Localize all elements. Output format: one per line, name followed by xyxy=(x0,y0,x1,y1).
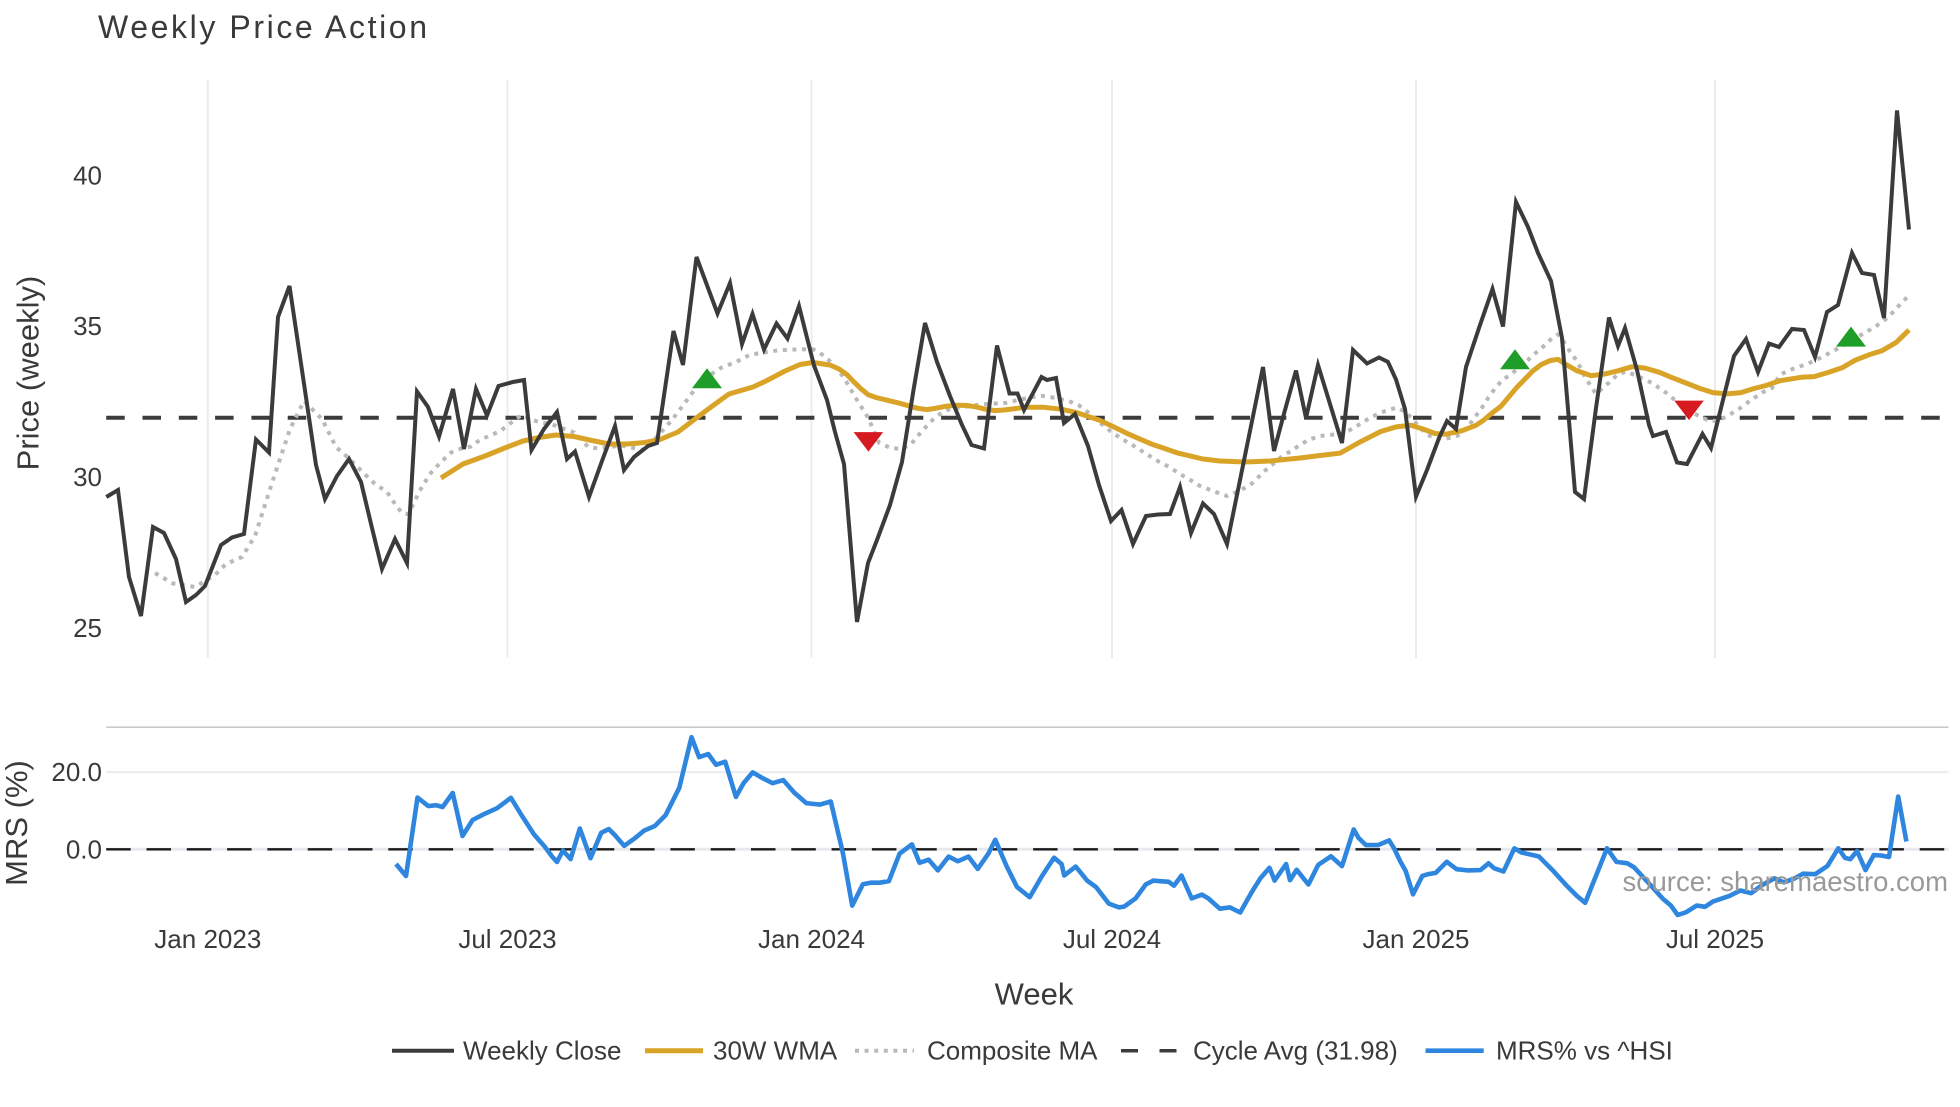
svg-text:25: 25 xyxy=(73,613,102,643)
svg-text:Composite MA: Composite MA xyxy=(927,1036,1098,1066)
svg-text:30: 30 xyxy=(73,462,102,492)
svg-text:source: sharemaestro.com: source: sharemaestro.com xyxy=(1622,866,1948,897)
svg-text:Jan 2023: Jan 2023 xyxy=(154,924,261,954)
svg-text:Jan 2025: Jan 2025 xyxy=(1363,924,1470,954)
svg-text:Jul 2023: Jul 2023 xyxy=(458,924,556,954)
svg-text:Jul 2024: Jul 2024 xyxy=(1063,924,1161,954)
svg-text:Week: Week xyxy=(995,977,1074,1012)
svg-text:Weekly Price Action: Weekly Price Action xyxy=(98,9,430,45)
svg-text:Jul 2025: Jul 2025 xyxy=(1666,924,1764,954)
svg-text:MRS% vs ^HSI: MRS% vs ^HSI xyxy=(1496,1036,1673,1066)
svg-text:Weekly Close: Weekly Close xyxy=(463,1036,621,1066)
svg-text:30W WMA: 30W WMA xyxy=(713,1036,838,1066)
svg-text:Jan 2024: Jan 2024 xyxy=(758,924,865,954)
svg-text:40: 40 xyxy=(73,160,102,190)
svg-text:20.0: 20.0 xyxy=(51,757,102,787)
svg-text:35: 35 xyxy=(73,311,102,341)
svg-text:Price (weekly): Price (weekly) xyxy=(11,276,46,471)
svg-text:Cycle Avg (31.98): Cycle Avg (31.98) xyxy=(1193,1036,1398,1066)
svg-text:0.0: 0.0 xyxy=(66,834,102,864)
svg-text:MRS (%): MRS (%) xyxy=(0,760,34,886)
